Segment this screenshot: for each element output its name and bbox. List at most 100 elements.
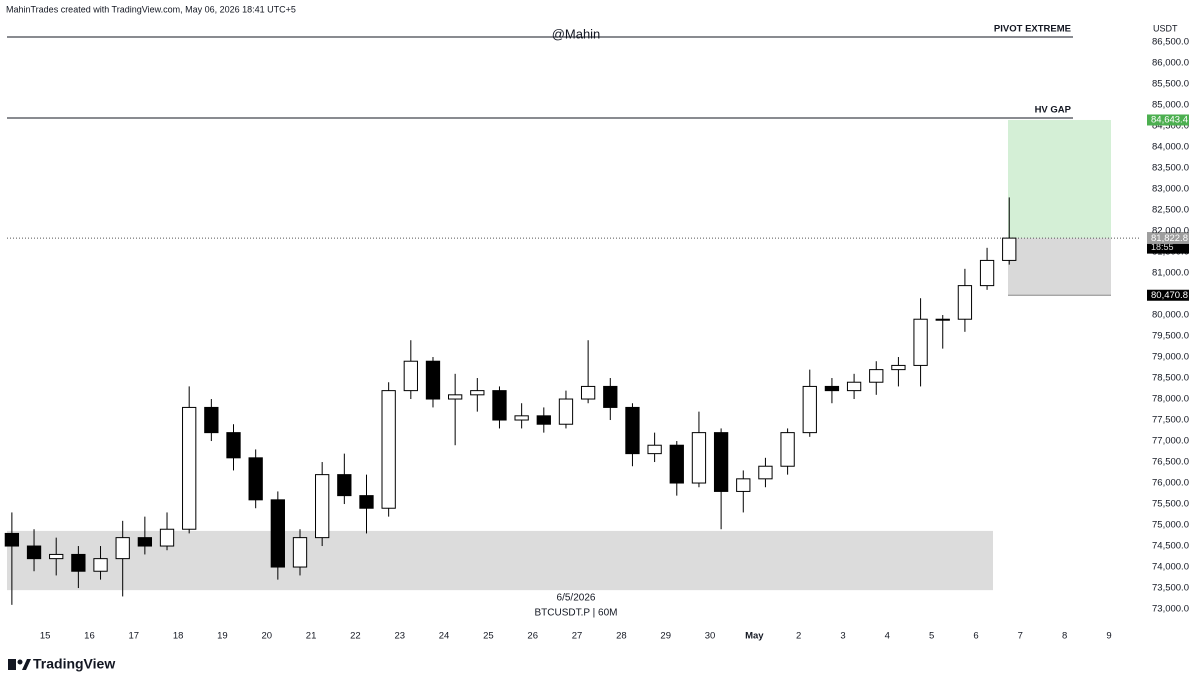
x-tick-label: 20 [261, 631, 272, 642]
y-tick-label: 78,500.0 [1152, 373, 1189, 384]
y-tick-label: 76,000.0 [1152, 478, 1189, 489]
logo-mark [8, 659, 16, 670]
y-tick-label: 80,000.0 [1152, 310, 1189, 321]
candle-body [49, 553, 64, 560]
price-label: 81,822.8 [1151, 233, 1188, 244]
x-tick-label: 22 [350, 631, 361, 642]
y-tick-label: 82,500.0 [1152, 205, 1189, 216]
countdown: 18:55 [1151, 242, 1174, 252]
candle-body [71, 553, 86, 572]
candle-body [536, 415, 551, 425]
candle-body [447, 394, 463, 400]
y-tick-label: 77,000.0 [1152, 436, 1189, 447]
candle-body [846, 381, 862, 392]
price-label-box [1147, 232, 1189, 244]
y-tick-label: 76,500.0 [1152, 457, 1189, 468]
candle-body [381, 390, 396, 509]
candle-body [514, 415, 529, 421]
candle-body [159, 528, 175, 547]
candle-body [558, 398, 574, 425]
x-tick-label: 4 [885, 631, 890, 642]
x-tick-label: 17 [128, 631, 139, 642]
x-tick-label: 30 [705, 631, 716, 642]
x-tick-label: 18 [173, 631, 184, 642]
price-label-box [1147, 114, 1189, 126]
y-tick-label: 83,000.0 [1152, 184, 1189, 195]
candle-body [891, 364, 906, 371]
y-tick-label: 73,000.0 [1152, 604, 1189, 615]
x-tick-label: 5 [929, 631, 934, 642]
candle-body [758, 465, 773, 480]
stop-box [1008, 238, 1111, 296]
candle-body [26, 545, 42, 560]
x-tick-label: 15 [40, 631, 51, 642]
candle-body [780, 432, 795, 467]
price-label-box [1147, 289, 1189, 301]
x-tick-label: 16 [84, 631, 95, 642]
logo-mark [22, 659, 31, 670]
candle-body [182, 406, 197, 530]
y-tick-label: 79,500.0 [1152, 331, 1189, 342]
candle-body [957, 285, 973, 320]
candle-body [292, 537, 308, 568]
candle-body [979, 259, 995, 287]
x-tick-label: 23 [394, 631, 405, 642]
candle-body [270, 499, 285, 568]
candle-body [137, 537, 153, 547]
y-tick-label: 85,000.0 [1152, 100, 1189, 111]
x-tick-label: 21 [306, 631, 317, 642]
logo-mark [17, 659, 23, 665]
brand: TradingView [33, 656, 115, 672]
x-tick-label: 27 [572, 631, 583, 642]
candle-body [315, 474, 330, 539]
candle-body [359, 495, 374, 509]
candle-body [802, 385, 817, 434]
x-tick-label: 7 [1018, 631, 1023, 642]
level-label: PIVOT EXTREME [994, 23, 1071, 34]
y-tick-label: 86,500.0 [1152, 37, 1189, 48]
y-tick-label: 86,000.0 [1152, 58, 1189, 69]
candle-body [669, 444, 684, 484]
candle-body [470, 390, 485, 396]
x-tick-label: 9 [1106, 631, 1111, 642]
candle-body [337, 474, 352, 497]
x-tick-label: May [745, 631, 764, 642]
x-tick-label: 8 [1062, 631, 1067, 642]
x-tick-label: 19 [217, 631, 228, 642]
y-tick-label: 79,000.0 [1152, 352, 1189, 363]
symbol: BTCUSDT.P | 60M [535, 608, 618, 619]
date-label: 6/5/2026 [557, 593, 596, 604]
price-label: 80,470.8 [1151, 290, 1188, 301]
y-tick-label: 75,000.0 [1152, 520, 1189, 531]
candle-body [913, 318, 928, 366]
y-tick-label: 74,500.0 [1152, 541, 1189, 552]
demand-zone [7, 530, 993, 591]
x-tick-label: 24 [439, 631, 450, 642]
candle-body [403, 360, 418, 392]
header: MahinTrades created with TradingView.com… [6, 4, 296, 14]
x-tick-label: 28 [616, 631, 627, 642]
target-box [1008, 119, 1111, 239]
candle-body [4, 532, 20, 547]
candle-body [226, 432, 241, 459]
candle-body [713, 432, 729, 492]
candle-body [248, 457, 263, 501]
logo [8, 659, 31, 670]
x-tick-label: 2 [796, 631, 801, 642]
plot: PIVOT EXTREME HV GAP [4, 23, 1140, 605]
price-label: 84,643.4 [1151, 115, 1188, 126]
candle-body [869, 369, 884, 383]
candle-body [625, 406, 640, 455]
candle-body [736, 478, 751, 492]
y-tick-label: 73,500.0 [1152, 583, 1189, 594]
candle-body [425, 360, 441, 400]
level-label: HV GAP [1035, 105, 1072, 116]
candle-body [204, 406, 219, 434]
watermark: @Mahin [552, 26, 601, 41]
y-tick-label: 83,500.0 [1152, 163, 1189, 174]
candle-body [824, 385, 840, 392]
y-tick-label: 74,000.0 [1152, 562, 1189, 573]
y-tick-label: 84,500.0 [1152, 121, 1189, 132]
x-tick-label: 29 [660, 631, 671, 642]
